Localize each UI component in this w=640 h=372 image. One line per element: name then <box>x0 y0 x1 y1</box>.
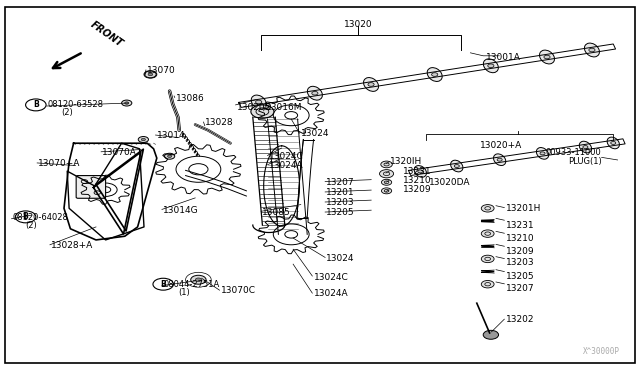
Circle shape <box>164 153 175 159</box>
Circle shape <box>481 280 494 288</box>
Circle shape <box>483 330 499 339</box>
Ellipse shape <box>414 166 426 177</box>
Circle shape <box>497 158 502 161</box>
Text: 13210: 13210 <box>506 234 534 243</box>
Text: 13086: 13086 <box>176 94 205 103</box>
Text: 13203: 13203 <box>326 198 355 207</box>
Text: B: B <box>23 212 28 221</box>
Text: 13014G: 13014G <box>163 206 199 215</box>
Text: 13207: 13207 <box>506 284 534 293</box>
Circle shape <box>481 230 494 237</box>
Circle shape <box>141 138 145 141</box>
Text: 08120-64028: 08120-64028 <box>13 213 68 222</box>
Text: 13014: 13014 <box>157 131 186 140</box>
Text: 13202: 13202 <box>506 315 534 324</box>
Ellipse shape <box>307 86 323 100</box>
Text: 13024C: 13024C <box>269 152 303 161</box>
Text: 00933-11000: 00933-11000 <box>546 148 602 157</box>
Ellipse shape <box>540 50 554 64</box>
Ellipse shape <box>607 137 620 149</box>
Text: PLUG(1): PLUG(1) <box>568 157 602 166</box>
Circle shape <box>144 71 157 78</box>
Ellipse shape <box>451 160 463 172</box>
Text: 13070: 13070 <box>147 66 176 75</box>
Circle shape <box>251 105 274 118</box>
Text: 13028: 13028 <box>205 118 234 127</box>
Circle shape <box>381 188 392 194</box>
Circle shape <box>381 161 392 168</box>
Text: 13024C: 13024C <box>314 273 348 282</box>
Circle shape <box>312 92 318 95</box>
Circle shape <box>454 164 460 167</box>
Text: 13024A: 13024A <box>269 161 303 170</box>
Text: 13070A: 13070A <box>102 148 137 157</box>
Text: 13016M: 13016M <box>266 103 302 112</box>
Text: 13085: 13085 <box>262 208 291 217</box>
Text: FRONT: FRONT <box>88 20 124 49</box>
Text: 13024: 13024 <box>301 129 330 138</box>
Text: (2): (2) <box>26 221 37 230</box>
Circle shape <box>488 64 494 68</box>
Text: 13205: 13205 <box>326 208 355 217</box>
Text: B: B <box>33 100 38 109</box>
Text: 08120-63528: 08120-63528 <box>48 100 104 109</box>
Circle shape <box>380 170 394 178</box>
Circle shape <box>145 71 156 78</box>
Circle shape <box>125 102 129 104</box>
Text: 13201H: 13201H <box>506 204 541 213</box>
FancyBboxPatch shape <box>76 176 106 198</box>
Circle shape <box>255 100 262 104</box>
Text: 13207: 13207 <box>326 178 355 187</box>
Text: 13070+A: 13070+A <box>38 159 81 168</box>
Ellipse shape <box>579 141 591 153</box>
Ellipse shape <box>584 43 600 57</box>
Circle shape <box>418 170 423 173</box>
Circle shape <box>148 73 153 76</box>
Text: B: B <box>161 280 166 289</box>
Text: 13205: 13205 <box>506 272 534 280</box>
Circle shape <box>381 179 392 185</box>
Circle shape <box>368 83 374 86</box>
Text: 13028+A: 13028+A <box>51 241 93 250</box>
Circle shape <box>138 137 148 142</box>
Text: 13231: 13231 <box>506 221 534 230</box>
Text: 13020+A: 13020+A <box>480 141 522 150</box>
Circle shape <box>191 275 206 284</box>
Text: 13024A: 13024A <box>314 289 348 298</box>
Text: X^30000P: X^30000P <box>582 347 620 356</box>
Circle shape <box>611 141 616 144</box>
Text: 13203: 13203 <box>506 258 534 267</box>
Text: 13231: 13231 <box>403 167 432 176</box>
Text: 13020: 13020 <box>344 20 372 29</box>
Text: 13020DA: 13020DA <box>429 178 470 187</box>
Circle shape <box>168 155 172 157</box>
Ellipse shape <box>483 59 499 73</box>
Text: 13001A: 13001A <box>486 53 521 62</box>
Ellipse shape <box>252 95 266 109</box>
Ellipse shape <box>493 154 506 166</box>
Circle shape <box>195 278 202 282</box>
Text: 13070C: 13070C <box>221 286 256 295</box>
Text: (1): (1) <box>178 288 189 297</box>
Circle shape <box>544 55 550 59</box>
Ellipse shape <box>536 148 548 159</box>
Text: 1320lH: 1320lH <box>390 157 422 166</box>
Circle shape <box>122 100 132 106</box>
Text: 13209: 13209 <box>403 185 432 194</box>
Circle shape <box>431 73 438 76</box>
Text: 08044-2751A: 08044-2751A <box>163 280 220 289</box>
Circle shape <box>583 145 588 148</box>
Ellipse shape <box>427 68 442 81</box>
Text: 13024: 13024 <box>326 254 355 263</box>
Circle shape <box>540 152 545 155</box>
Text: 13201: 13201 <box>326 188 355 197</box>
Text: 13209: 13209 <box>506 247 534 256</box>
Ellipse shape <box>364 77 378 92</box>
Circle shape <box>481 255 494 263</box>
Circle shape <box>481 205 494 212</box>
Circle shape <box>589 48 595 52</box>
Text: (2): (2) <box>61 108 72 117</box>
Text: 13020D: 13020D <box>237 103 272 112</box>
Text: 13210: 13210 <box>403 176 432 185</box>
